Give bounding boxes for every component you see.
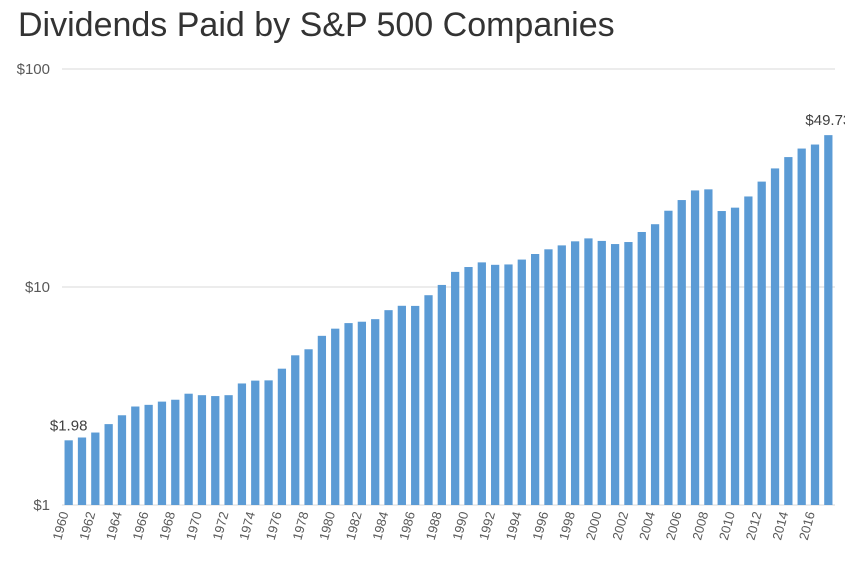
bar [464, 267, 472, 505]
bar [371, 319, 379, 505]
x-axis-tick-label: 1964 [103, 510, 125, 542]
x-axis-tick-label: 1976 [263, 510, 285, 542]
y-axis-tick-label: $10 [25, 279, 50, 296]
x-axis-tick-label: 1968 [156, 510, 178, 542]
bar [158, 402, 166, 505]
x-axis-tick-label: 1978 [289, 510, 311, 542]
x-axis-tick-label: 1972 [210, 510, 232, 542]
x-axis-tick-label: 1990 [449, 510, 471, 542]
x-axis-tick-label: 1982 [343, 510, 365, 542]
bar [571, 241, 579, 505]
bar [584, 238, 592, 505]
bar [624, 242, 632, 505]
bar [811, 145, 819, 505]
bar [304, 349, 312, 505]
x-axis-tick-label: 2002 [609, 510, 631, 542]
bar [771, 168, 779, 505]
bar [398, 306, 406, 505]
x-axis-tick-label: 1966 [130, 510, 152, 542]
bar [171, 400, 179, 505]
bar [744, 196, 752, 505]
x-axis-tick-label: 1974 [236, 510, 258, 542]
bar [491, 265, 499, 505]
x-axis-tick-label: 1992 [476, 510, 498, 542]
bar [451, 272, 459, 505]
bar [424, 295, 432, 505]
bar [824, 135, 832, 505]
bar [598, 241, 606, 505]
bar [358, 322, 366, 505]
bar [344, 323, 352, 505]
y-axis-tick-label: $1 [33, 497, 50, 514]
bar [78, 438, 86, 505]
bar [691, 190, 699, 505]
bar [238, 383, 246, 505]
bar [718, 211, 726, 505]
x-axis-tick-label: 1970 [183, 510, 205, 542]
x-axis-tick-label: 1986 [396, 510, 418, 542]
bar [558, 245, 566, 505]
bar [211, 396, 219, 505]
bar [798, 149, 806, 505]
bar [518, 260, 526, 505]
x-axis-tick-label: 2014 [769, 510, 791, 542]
bar [118, 415, 126, 505]
x-axis-tick-label: 1988 [423, 510, 445, 542]
bar [131, 407, 139, 505]
bar [91, 433, 99, 505]
bar [478, 262, 486, 505]
data-callout: $49.73 [805, 112, 845, 129]
bar [65, 440, 73, 505]
bar [184, 394, 192, 505]
chart-title: Dividends Paid by S&P 500 Companies [0, 0, 845, 45]
x-axis-tick-label: 2008 [689, 510, 711, 542]
bar [411, 306, 419, 505]
bar [331, 329, 339, 505]
x-axis-tick-label: 2012 [743, 510, 765, 542]
bar [731, 208, 739, 505]
x-axis-tick-label: 2010 [716, 510, 738, 542]
bar [638, 232, 646, 505]
x-axis-tick-label: 2006 [663, 510, 685, 542]
bar [758, 182, 766, 505]
data-callout: $1.98 [50, 417, 88, 434]
bar [264, 380, 272, 505]
bar [291, 355, 299, 505]
bar [784, 157, 792, 505]
bar [198, 395, 206, 505]
bar [144, 405, 152, 505]
dividends-bar-chart: $1$10$1001960196219641966196819701972197… [0, 45, 845, 585]
chart-svg: $1$10$1001960196219641966196819701972197… [0, 45, 845, 585]
x-axis-tick-label: 1996 [529, 510, 551, 542]
bar [438, 285, 446, 505]
bar [544, 249, 552, 505]
bar [318, 336, 326, 505]
y-axis-tick-label: $100 [17, 61, 50, 78]
x-axis-tick-label: 1998 [556, 510, 578, 542]
bar [651, 224, 659, 505]
x-axis-tick-label: 2000 [583, 510, 605, 542]
bar [678, 200, 686, 505]
x-axis-tick-label: 1962 [76, 510, 98, 542]
bar [611, 244, 619, 505]
bar [278, 369, 286, 505]
x-axis-tick-label: 2004 [636, 510, 658, 542]
bar [531, 254, 539, 505]
bar [504, 264, 512, 505]
x-axis-tick-label: 1994 [503, 510, 525, 542]
bar [664, 211, 672, 505]
x-axis-tick-label: 1960 [50, 510, 72, 542]
bar [251, 381, 259, 505]
x-axis-tick-label: 2016 [796, 510, 818, 542]
x-axis-tick-label: 1984 [369, 510, 391, 542]
bar [384, 310, 392, 505]
bar [224, 395, 232, 505]
x-axis-tick-label: 1980 [316, 510, 338, 542]
bar [105, 424, 113, 505]
bar [704, 189, 712, 505]
